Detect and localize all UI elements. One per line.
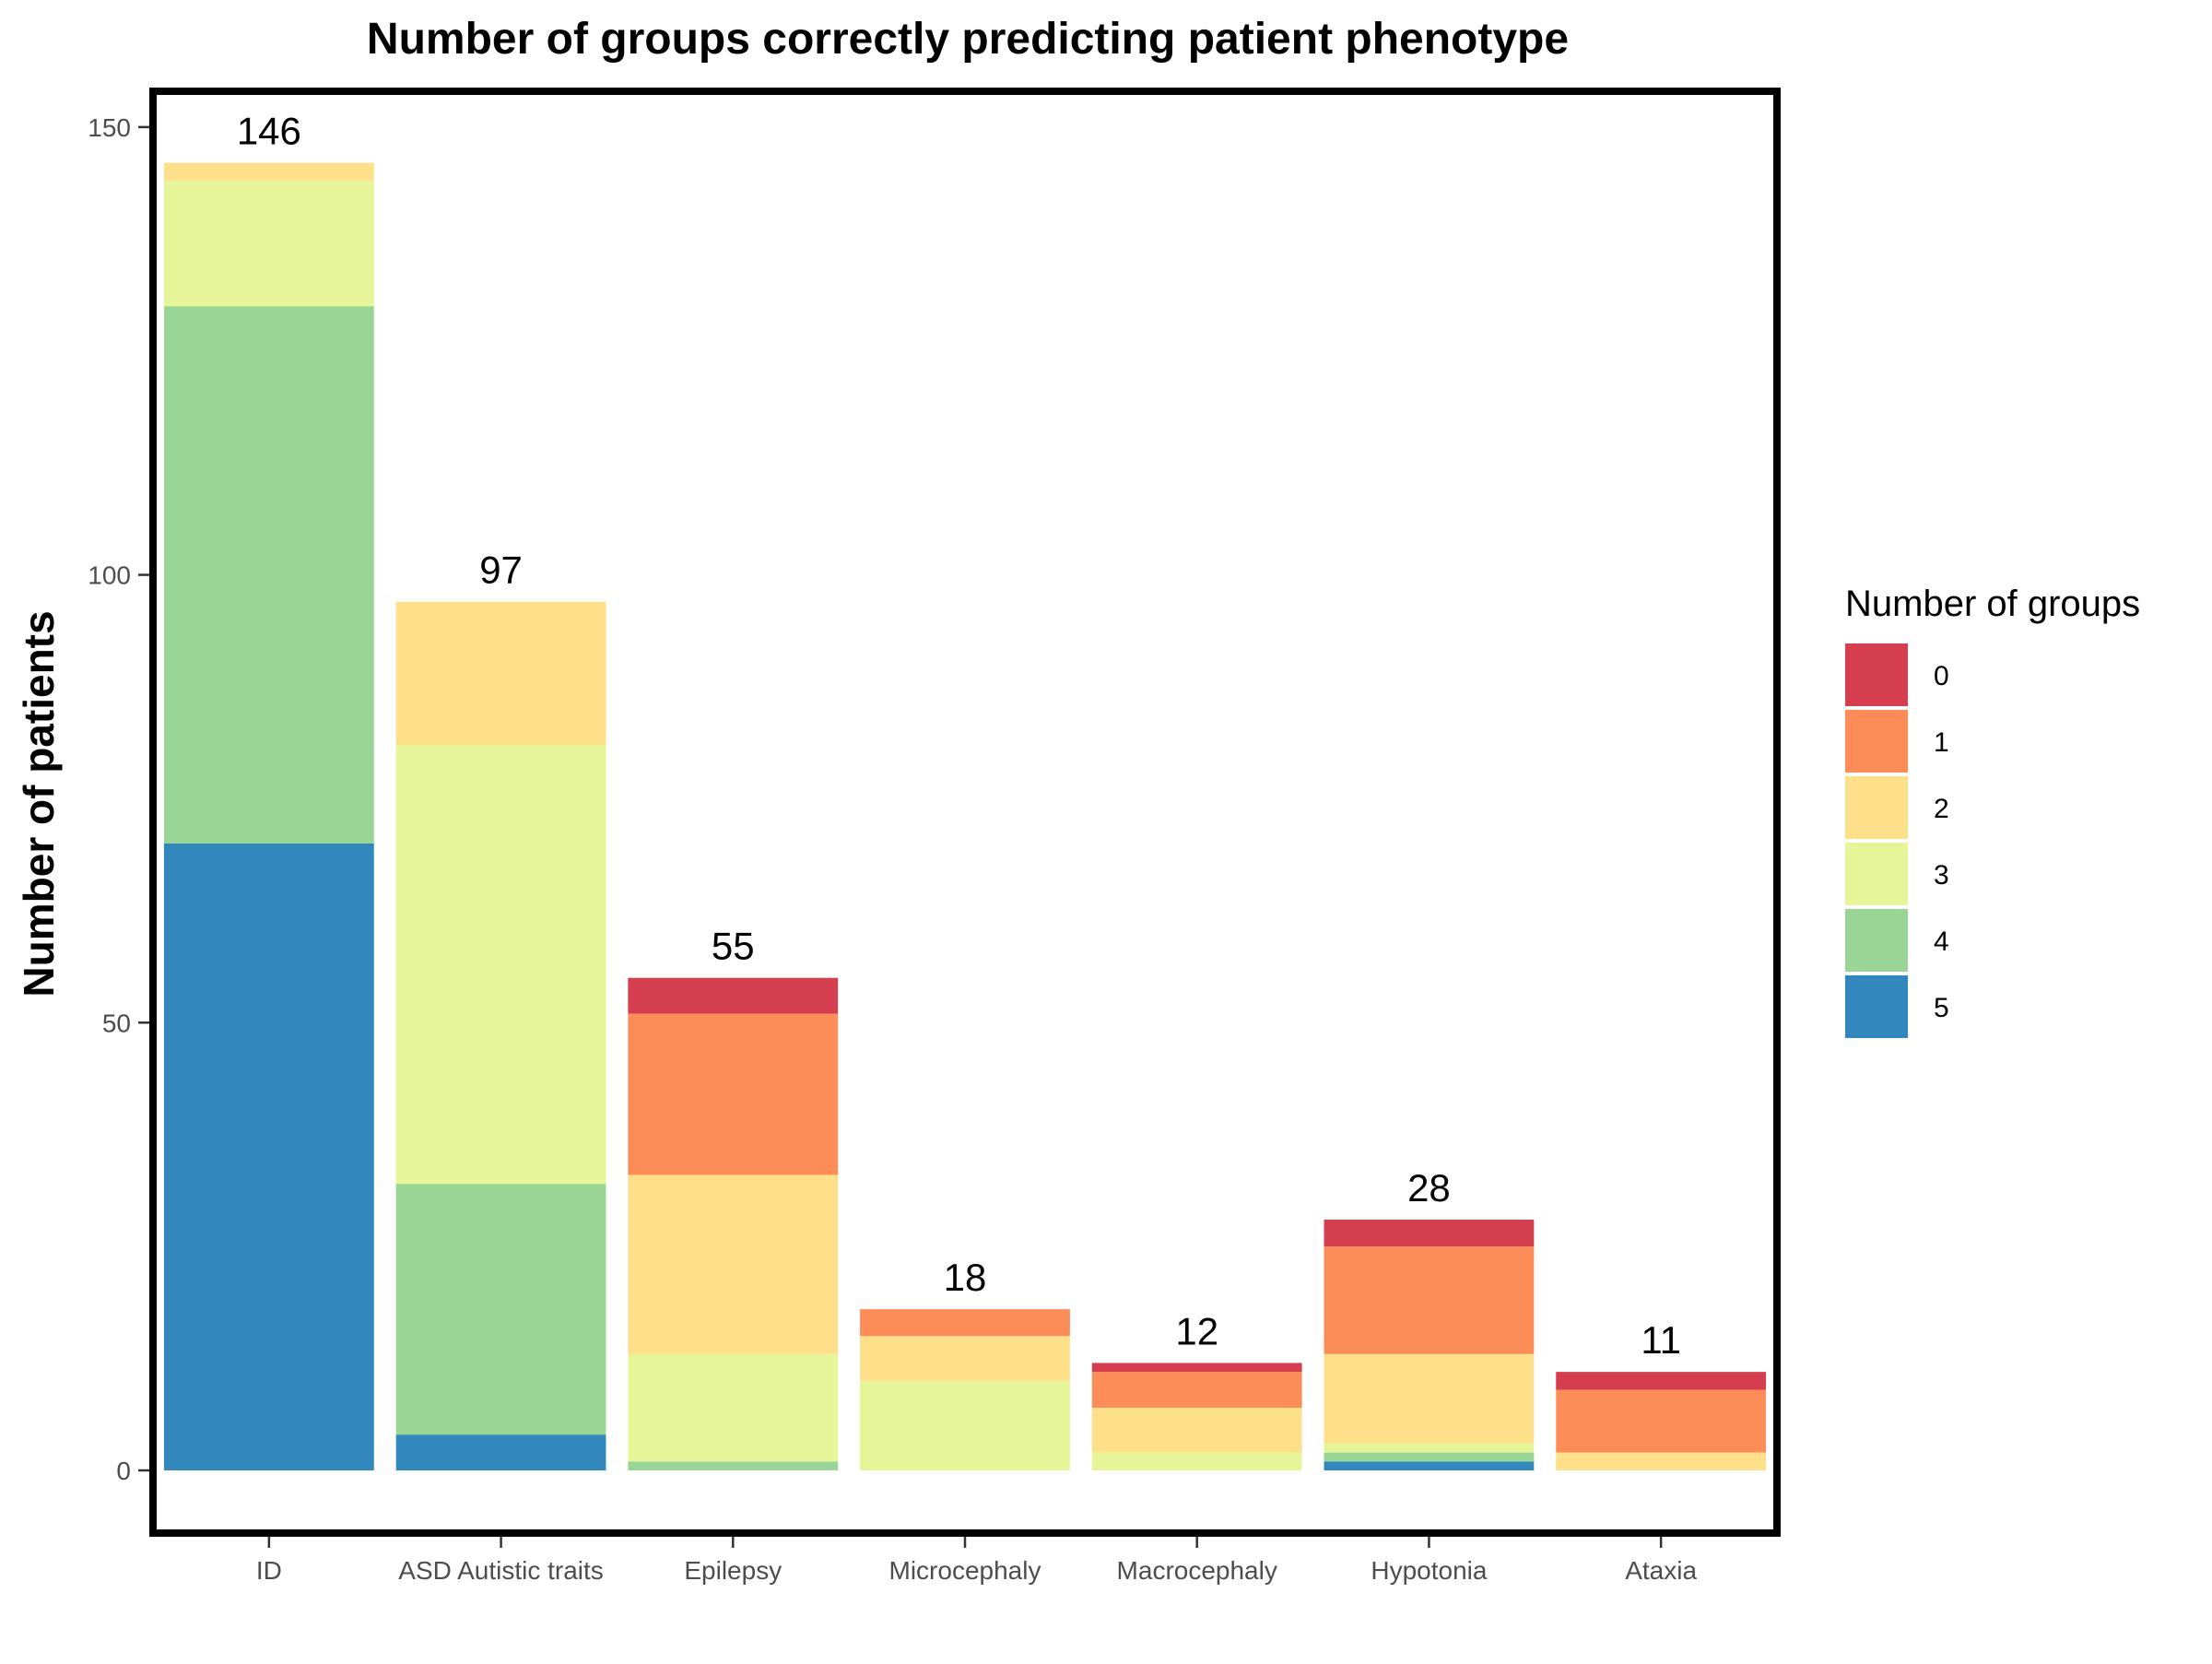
bar-segment-microcephaly-groups-1 bbox=[860, 1309, 1070, 1337]
x-tick-label-ataxia: Ataxia bbox=[1625, 1556, 1697, 1585]
bar-segment-id-groups-3 bbox=[163, 181, 374, 307]
bar-segment-id-groups-5 bbox=[163, 844, 374, 1470]
bar-segment-id-groups-2 bbox=[163, 162, 374, 182]
totals-layer: 146 97 55 18 12 28 11 bbox=[237, 110, 1681, 1362]
bar-segment-epilepsy-groups-3 bbox=[628, 1353, 839, 1462]
legend-key-5 bbox=[1845, 975, 1908, 1038]
x-tick-label-hypotonia: Hypotonia bbox=[1371, 1556, 1488, 1585]
plot-panel-border bbox=[149, 88, 1781, 1537]
legend-label-5: 5 bbox=[1934, 993, 1949, 1023]
total-label-hypotonia: 28 bbox=[1407, 1166, 1451, 1210]
x-tick-label-microcephaly: Microcephaly bbox=[889, 1556, 1041, 1585]
total-label-ataxia: 11 bbox=[1641, 1318, 1681, 1362]
bar-segment-hypotonia-groups-1 bbox=[1324, 1246, 1535, 1354]
y-tick-label-150: 150 bbox=[88, 113, 131, 142]
bars-layer bbox=[163, 162, 1767, 1470]
bar-segment-asd-autistic-traits-groups-4 bbox=[395, 1184, 606, 1435]
x-axis: ID ASD Autistic traits Epilepsy Microcephal… bbox=[256, 1537, 1697, 1585]
bar-segment-hypotonia-groups-5 bbox=[1324, 1461, 1535, 1470]
bar-segment-asd-autistic-traits-groups-2 bbox=[395, 601, 606, 746]
bar-segment-microcephaly-groups-2 bbox=[860, 1336, 1070, 1381]
legend-label-1: 1 bbox=[1934, 727, 1949, 758]
total-label-epilepsy: 55 bbox=[712, 925, 755, 968]
bar-segment-microcephaly-groups-3 bbox=[860, 1380, 1070, 1470]
bar-segment-macrocephaly-groups-1 bbox=[1091, 1372, 1302, 1408]
x-tick-label-epilepsy: Epilepsy bbox=[684, 1556, 782, 1585]
y-axis-label: Number of patients bbox=[15, 610, 63, 997]
bar-segment-asd-autistic-traits-groups-5 bbox=[395, 1434, 606, 1470]
total-label-microcephaly: 18 bbox=[944, 1256, 987, 1299]
bar-segment-ataxia-groups-0 bbox=[1556, 1372, 1767, 1390]
bar-segment-macrocephaly-groups-0 bbox=[1091, 1363, 1302, 1373]
x-tick-label-asd-autistic-traits: ASD Autistic traits bbox=[398, 1556, 604, 1585]
bar-segment-id-groups-4 bbox=[163, 306, 374, 844]
y-tick-label-50: 50 bbox=[102, 1009, 131, 1037]
legend-key-3 bbox=[1845, 843, 1908, 905]
bar-segment-hypotonia-groups-3 bbox=[1324, 1443, 1535, 1453]
bar-segment-ataxia-groups-1 bbox=[1556, 1389, 1767, 1453]
bar-segment-epilepsy-groups-4 bbox=[628, 1461, 839, 1470]
legend-title: Number of groups bbox=[1845, 584, 2140, 624]
total-label-macrocephaly: 12 bbox=[1175, 1309, 1218, 1352]
bar-segment-macrocephaly-groups-2 bbox=[1091, 1408, 1302, 1453]
bar-segment-macrocephaly-groups-3 bbox=[1091, 1452, 1302, 1470]
bar-segment-asd-autistic-traits-groups-3 bbox=[395, 745, 606, 1185]
bar-segment-hypotonia-groups-2 bbox=[1324, 1353, 1535, 1444]
legend-label-2: 2 bbox=[1934, 794, 1949, 824]
bar-segment-epilepsy-groups-1 bbox=[628, 1013, 839, 1175]
legend-label-4: 4 bbox=[1934, 926, 1949, 957]
chart-title: Number of groups correctly predicting pa… bbox=[367, 15, 1569, 64]
legend-key-4 bbox=[1845, 909, 1908, 972]
y-tick-label-0: 0 bbox=[116, 1457, 131, 1485]
x-tick-label-macrocephaly: Macrocephaly bbox=[1117, 1556, 1277, 1585]
bar-segment-hypotonia-groups-0 bbox=[1324, 1220, 1535, 1247]
legend-key-1 bbox=[1845, 710, 1908, 773]
y-axis: 0 50 100 150 bbox=[88, 113, 149, 1485]
x-tick-label-id: ID bbox=[256, 1556, 282, 1585]
y-tick-label-100: 100 bbox=[88, 561, 131, 590]
bar-segment-epilepsy-groups-2 bbox=[628, 1174, 839, 1354]
legend-key-0 bbox=[1845, 643, 1908, 706]
legend-key-2 bbox=[1845, 776, 1908, 839]
legend-label-0: 0 bbox=[1934, 661, 1949, 691]
total-label-asd-autistic-traits: 97 bbox=[479, 549, 523, 592]
total-label-id: 146 bbox=[237, 110, 301, 153]
bar-segment-epilepsy-groups-0 bbox=[628, 977, 839, 1014]
bar-segment-ataxia-groups-2 bbox=[1556, 1452, 1767, 1470]
legend-label-3: 3 bbox=[1934, 860, 1949, 891]
legend: Number of groups 0 1 2 3 4 5 bbox=[1845, 584, 2140, 1038]
bar-segment-hypotonia-groups-4 bbox=[1324, 1452, 1535, 1462]
